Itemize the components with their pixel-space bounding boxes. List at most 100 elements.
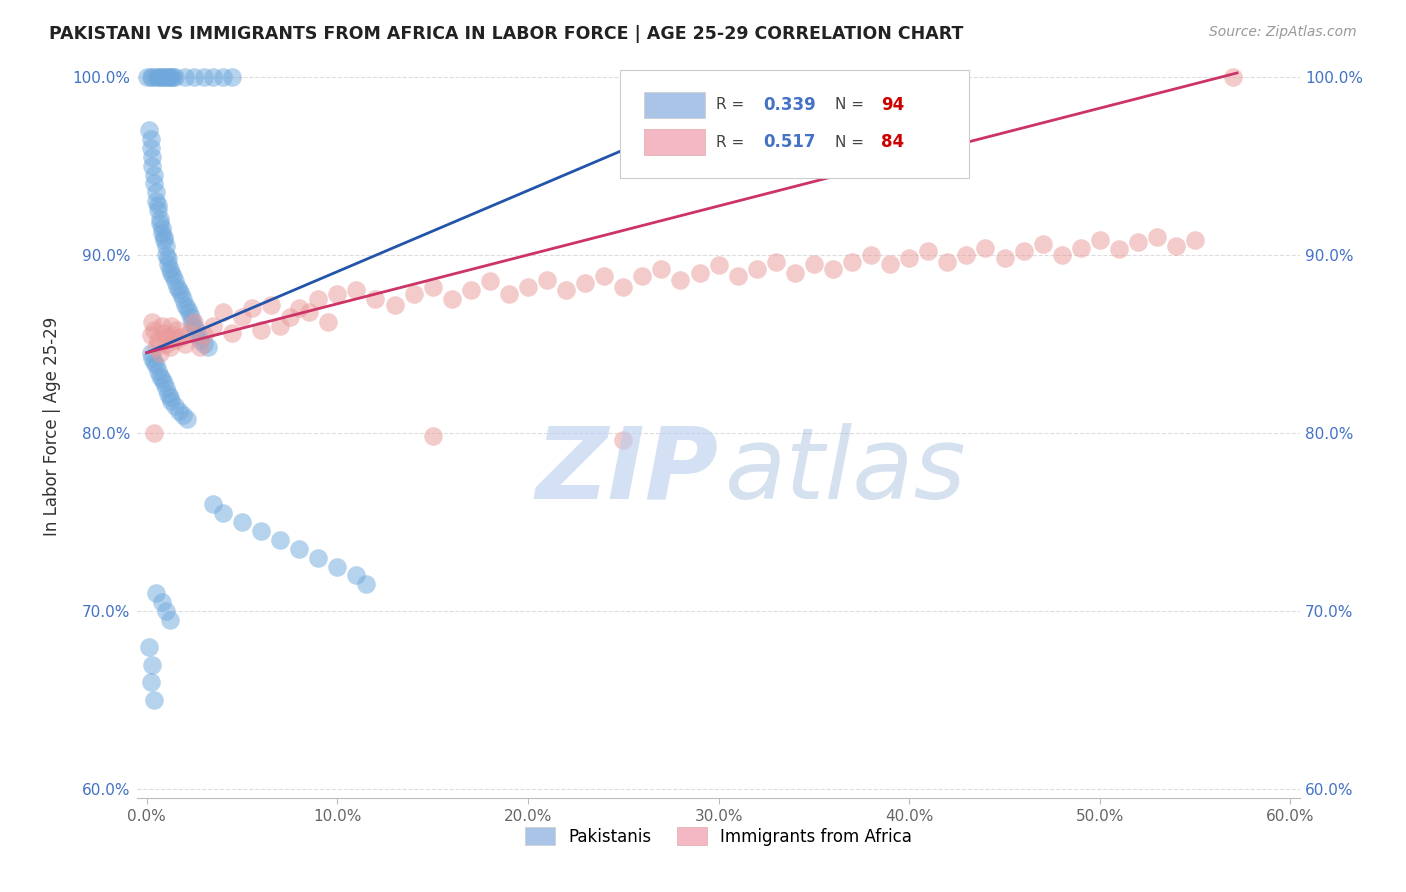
Point xyxy=(155,336,177,351)
Point xyxy=(176,301,198,315)
Point xyxy=(993,252,1015,266)
Point xyxy=(402,286,425,301)
Point xyxy=(745,262,768,277)
Point xyxy=(803,257,825,271)
Point xyxy=(212,506,235,520)
Point xyxy=(165,274,187,288)
Point xyxy=(141,159,163,173)
Point xyxy=(149,368,172,383)
Point xyxy=(173,70,195,84)
Point xyxy=(146,198,169,212)
Point xyxy=(156,252,179,266)
Point xyxy=(460,283,482,297)
Point xyxy=(150,372,173,386)
Text: Source: ZipAtlas.com: Source: ZipAtlas.com xyxy=(1209,25,1357,39)
Point xyxy=(316,315,339,329)
Point xyxy=(167,283,190,297)
Point xyxy=(612,433,634,447)
Point xyxy=(145,586,167,600)
Point xyxy=(156,329,179,343)
Text: 0.339: 0.339 xyxy=(763,96,815,114)
Point xyxy=(165,399,187,413)
Point xyxy=(186,322,208,336)
Point xyxy=(1164,239,1187,253)
Point xyxy=(172,408,194,422)
Point xyxy=(162,70,184,84)
Point xyxy=(955,248,977,262)
Point xyxy=(1032,237,1054,252)
Point xyxy=(146,363,169,377)
Point xyxy=(155,239,177,253)
Point xyxy=(250,322,273,336)
Point xyxy=(139,675,162,690)
Point xyxy=(153,230,176,244)
Point xyxy=(187,327,209,342)
Point xyxy=(135,70,157,84)
Point xyxy=(155,70,177,84)
Point xyxy=(298,304,321,318)
Point xyxy=(188,340,211,354)
Point xyxy=(150,221,173,235)
Text: R =: R = xyxy=(716,135,745,150)
Point xyxy=(555,283,578,297)
Point xyxy=(707,259,730,273)
Point xyxy=(170,329,193,343)
Point xyxy=(150,70,173,84)
Point xyxy=(145,340,167,354)
Point xyxy=(288,301,311,315)
Point xyxy=(153,376,176,390)
Point xyxy=(160,318,183,333)
Point xyxy=(146,333,169,347)
FancyBboxPatch shape xyxy=(620,70,969,178)
Y-axis label: In Labor Force | Age 25-29: In Labor Force | Age 25-29 xyxy=(44,317,60,536)
Point xyxy=(536,273,558,287)
Point xyxy=(783,266,806,280)
Point xyxy=(974,241,997,255)
Point xyxy=(160,393,183,408)
Point xyxy=(193,70,215,84)
Point xyxy=(153,234,176,248)
Point xyxy=(898,252,921,266)
Point xyxy=(1012,244,1035,259)
Point xyxy=(669,273,692,287)
Point xyxy=(821,262,844,277)
Point xyxy=(141,351,163,365)
Text: ZIP: ZIP xyxy=(536,423,718,520)
Point xyxy=(183,70,205,84)
Point xyxy=(160,70,183,84)
Point xyxy=(860,248,883,262)
Point xyxy=(202,70,225,84)
Point xyxy=(166,279,188,293)
Point xyxy=(143,693,166,707)
Point xyxy=(150,595,173,609)
Point xyxy=(1050,248,1073,262)
Point xyxy=(173,297,195,311)
Point xyxy=(193,327,215,342)
Point xyxy=(143,322,166,336)
Point xyxy=(593,269,616,284)
Point xyxy=(1108,243,1130,257)
Point xyxy=(177,326,200,340)
Point xyxy=(155,381,177,395)
Point xyxy=(139,70,162,84)
Point xyxy=(727,269,749,284)
Point xyxy=(612,279,634,293)
Point xyxy=(517,279,540,293)
Point xyxy=(176,411,198,425)
Point xyxy=(202,497,225,511)
Point xyxy=(149,216,172,230)
Point xyxy=(1146,230,1168,244)
Point xyxy=(156,70,179,84)
Point xyxy=(141,70,163,84)
Point xyxy=(167,404,190,418)
Point xyxy=(170,286,193,301)
Point xyxy=(689,266,711,280)
Point xyxy=(149,212,172,227)
Point xyxy=(288,541,311,556)
Point xyxy=(384,297,406,311)
Point xyxy=(422,279,444,293)
Point xyxy=(165,70,187,84)
Point xyxy=(364,292,387,306)
Point xyxy=(139,132,162,146)
Point xyxy=(231,310,253,324)
